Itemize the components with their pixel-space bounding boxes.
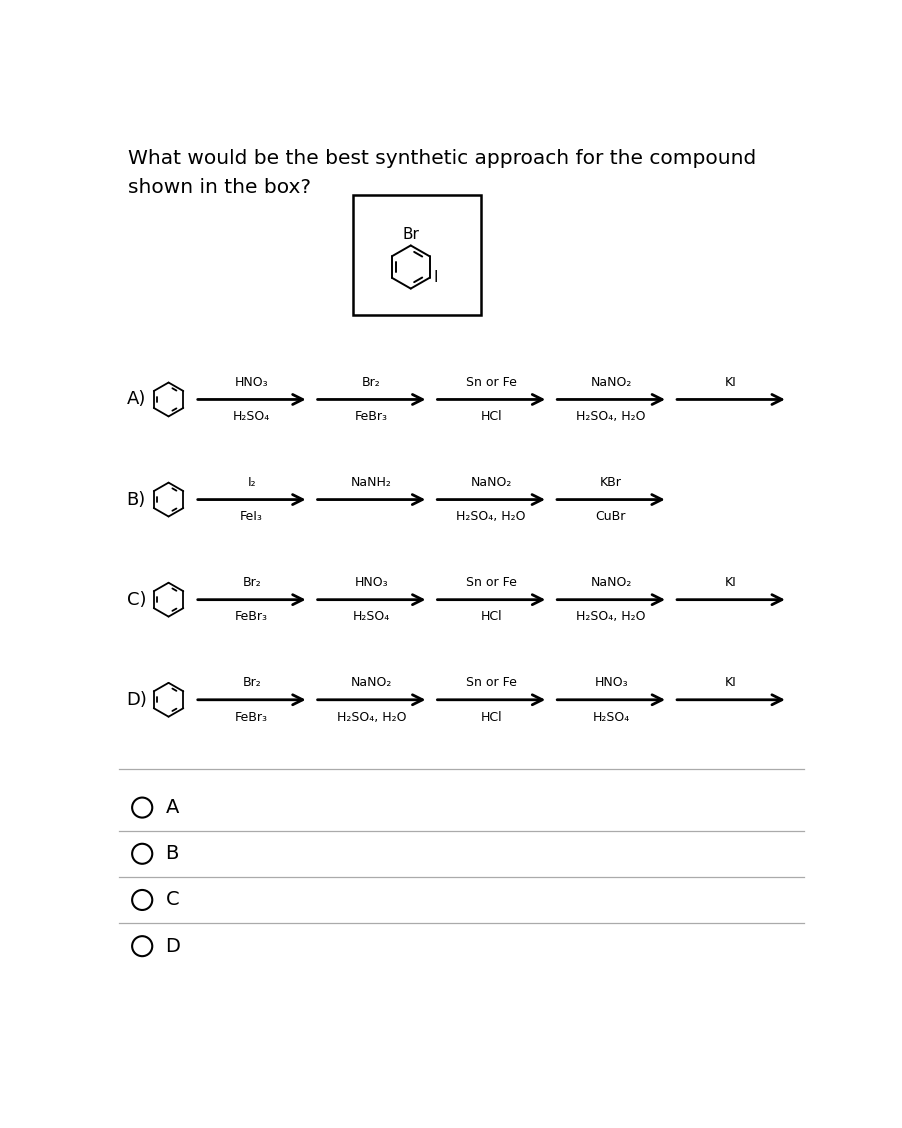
Text: KI: KI	[725, 676, 737, 689]
Text: H₂SO₄, H₂O: H₂SO₄, H₂O	[576, 610, 646, 624]
Text: HNO₃: HNO₃	[235, 376, 269, 389]
Text: HNO₃: HNO₃	[354, 576, 389, 589]
Text: A: A	[165, 799, 179, 817]
Text: FeI₃: FeI₃	[240, 510, 263, 523]
Text: What would be the best synthetic approach for the compound: What would be the best synthetic approac…	[128, 149, 757, 168]
Text: B: B	[165, 844, 179, 863]
Text: KBr: KBr	[600, 476, 621, 488]
Text: CuBr: CuBr	[595, 510, 626, 523]
Text: H₂SO₄, H₂O: H₂SO₄, H₂O	[336, 711, 406, 723]
Text: KI: KI	[725, 376, 737, 389]
Text: A): A)	[126, 390, 146, 408]
Text: NaNO₂: NaNO₂	[591, 376, 631, 389]
Text: NaNO₂: NaNO₂	[351, 676, 392, 689]
Text: I₂: I₂	[247, 476, 256, 488]
Text: B): B)	[126, 491, 146, 509]
Text: Sn or Fe: Sn or Fe	[466, 376, 517, 389]
Text: Sn or Fe: Sn or Fe	[466, 576, 517, 589]
Text: NaNO₂: NaNO₂	[591, 576, 631, 589]
Text: C): C)	[126, 591, 146, 609]
Text: Sn or Fe: Sn or Fe	[466, 676, 517, 689]
Text: H₂SO₄: H₂SO₄	[593, 711, 630, 723]
Text: I: I	[433, 271, 437, 285]
Text: D: D	[165, 936, 180, 955]
Text: H₂SO₄: H₂SO₄	[353, 610, 391, 624]
Text: FeBr₃: FeBr₃	[235, 711, 268, 723]
Text: HNO₃: HNO₃	[594, 676, 628, 689]
Text: Br₂: Br₂	[243, 676, 261, 689]
Text: D): D)	[126, 690, 148, 708]
Text: shown in the box?: shown in the box?	[128, 178, 311, 196]
Text: Br: Br	[402, 228, 419, 243]
Text: KI: KI	[725, 576, 737, 589]
Text: Br₂: Br₂	[243, 576, 261, 589]
Bar	[353, 195, 481, 315]
Text: NaNH₂: NaNH₂	[351, 476, 391, 488]
Text: H₂SO₄: H₂SO₄	[233, 411, 271, 423]
Text: C: C	[165, 890, 179, 909]
Text: Br₂: Br₂	[362, 376, 381, 389]
Text: FeBr₃: FeBr₃	[355, 411, 388, 423]
Text: HCl: HCl	[481, 711, 502, 723]
Text: NaNO₂: NaNO₂	[471, 476, 511, 488]
Text: H₂SO₄, H₂O: H₂SO₄, H₂O	[576, 411, 646, 423]
Text: HCl: HCl	[481, 610, 502, 624]
Text: H₂SO₄, H₂O: H₂SO₄, H₂O	[456, 510, 526, 523]
Text: HCl: HCl	[481, 411, 502, 423]
Text: FeBr₃: FeBr₃	[235, 610, 268, 624]
